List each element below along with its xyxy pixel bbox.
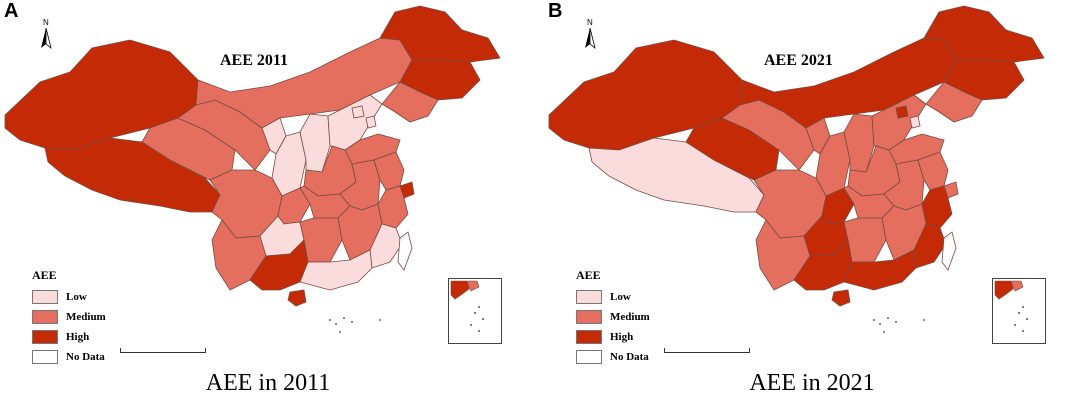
map-panel-2011: A N AEE 2011 AEE Low Medium High No Data AE… — [4, 0, 502, 396]
legend-swatch — [576, 350, 602, 364]
island-dot — [343, 317, 345, 319]
legend-label: High — [610, 331, 634, 343]
legend-item: Low — [576, 287, 650, 307]
province-hebei — [327, 94, 383, 151]
province-inner-mongolia — [195, 37, 413, 129]
legend-items: Low Medium High No Data — [32, 287, 106, 367]
province-heilongjiang — [379, 5, 501, 63]
south-china-sea-inset — [448, 278, 502, 344]
legend-item: Medium — [576, 307, 650, 327]
legend-swatch — [32, 350, 58, 364]
island-dot — [351, 321, 353, 323]
province-tianjin — [365, 115, 377, 129]
legend-items: Low Medium High No Data — [576, 287, 650, 367]
legend-swatch — [32, 330, 58, 344]
province-liaoning — [381, 81, 439, 123]
south-china-sea-inset — [992, 278, 1046, 344]
province-guangdong — [299, 249, 373, 291]
province-beijing — [895, 105, 909, 119]
legend-item: No Data — [576, 347, 650, 367]
province-liaoning — [925, 81, 983, 123]
legend-swatch — [576, 290, 602, 304]
map-title: AEE 2021 — [764, 52, 833, 69]
legend-item: No Data — [32, 347, 106, 367]
scale-bar — [120, 348, 206, 353]
island-dot — [339, 331, 341, 333]
legend-swatch — [576, 330, 602, 344]
panel-letter: A — [4, 0, 19, 22]
choropleth-map — [4, 5, 501, 333]
map-title: AEE 2011 — [220, 52, 289, 69]
island-dot — [329, 319, 331, 321]
legend-swatch — [32, 290, 58, 304]
legend-label: No Data — [610, 351, 649, 363]
island-dot — [379, 319, 381, 321]
choropleth-map — [548, 5, 1045, 333]
map-panel-2021: B N AEE 2021 AEE Low Medium High No Data AE… — [544, 0, 1072, 404]
province-beijing — [351, 105, 365, 119]
province-hebei — [871, 94, 927, 151]
island-dot — [895, 321, 897, 323]
province-taiwan — [397, 231, 413, 271]
province-inner-mongolia — [739, 37, 957, 129]
scale-bar — [664, 348, 750, 353]
legend-label: Medium — [610, 311, 650, 323]
legend: AEE Low Medium High No Data — [576, 268, 650, 367]
legend-swatch — [576, 310, 602, 324]
province-tianjin — [909, 115, 921, 129]
legend-item: Low — [32, 287, 106, 307]
province-heilongjiang — [923, 5, 1045, 63]
island-dot — [887, 317, 889, 319]
province-hainan — [831, 289, 851, 307]
island-dot — [923, 319, 925, 321]
legend: AEE Low Medium High No Data — [32, 268, 106, 367]
province-taiwan — [941, 231, 957, 271]
legend-label: Low — [66, 291, 87, 303]
province-guangdong — [843, 249, 917, 291]
legend-swatch — [32, 310, 58, 324]
north-label: N — [43, 18, 49, 27]
legend-item: Medium — [32, 307, 106, 327]
island-dot — [883, 331, 885, 333]
legend-label: Low — [610, 291, 631, 303]
legend-label: Medium — [66, 311, 106, 323]
legend-label: No Data — [66, 351, 105, 363]
north-label: N — [587, 18, 593, 27]
island-dot — [873, 319, 875, 321]
island-dot — [879, 323, 881, 325]
legend-item: High — [32, 327, 106, 347]
legend-title: AEE — [32, 268, 57, 282]
province-hainan — [287, 289, 307, 307]
island-dot — [335, 323, 337, 325]
north-arrow-icon: N — [582, 18, 602, 52]
panel-caption: AEE in 2011 — [205, 370, 331, 396]
north-arrow-icon: N — [38, 18, 58, 52]
legend-title: AEE — [576, 268, 601, 282]
legend-label: High — [66, 331, 90, 343]
legend-item: High — [576, 327, 650, 347]
panel-letter: B — [548, 0, 563, 22]
panel-caption: AEE in 2021 — [749, 370, 875, 396]
